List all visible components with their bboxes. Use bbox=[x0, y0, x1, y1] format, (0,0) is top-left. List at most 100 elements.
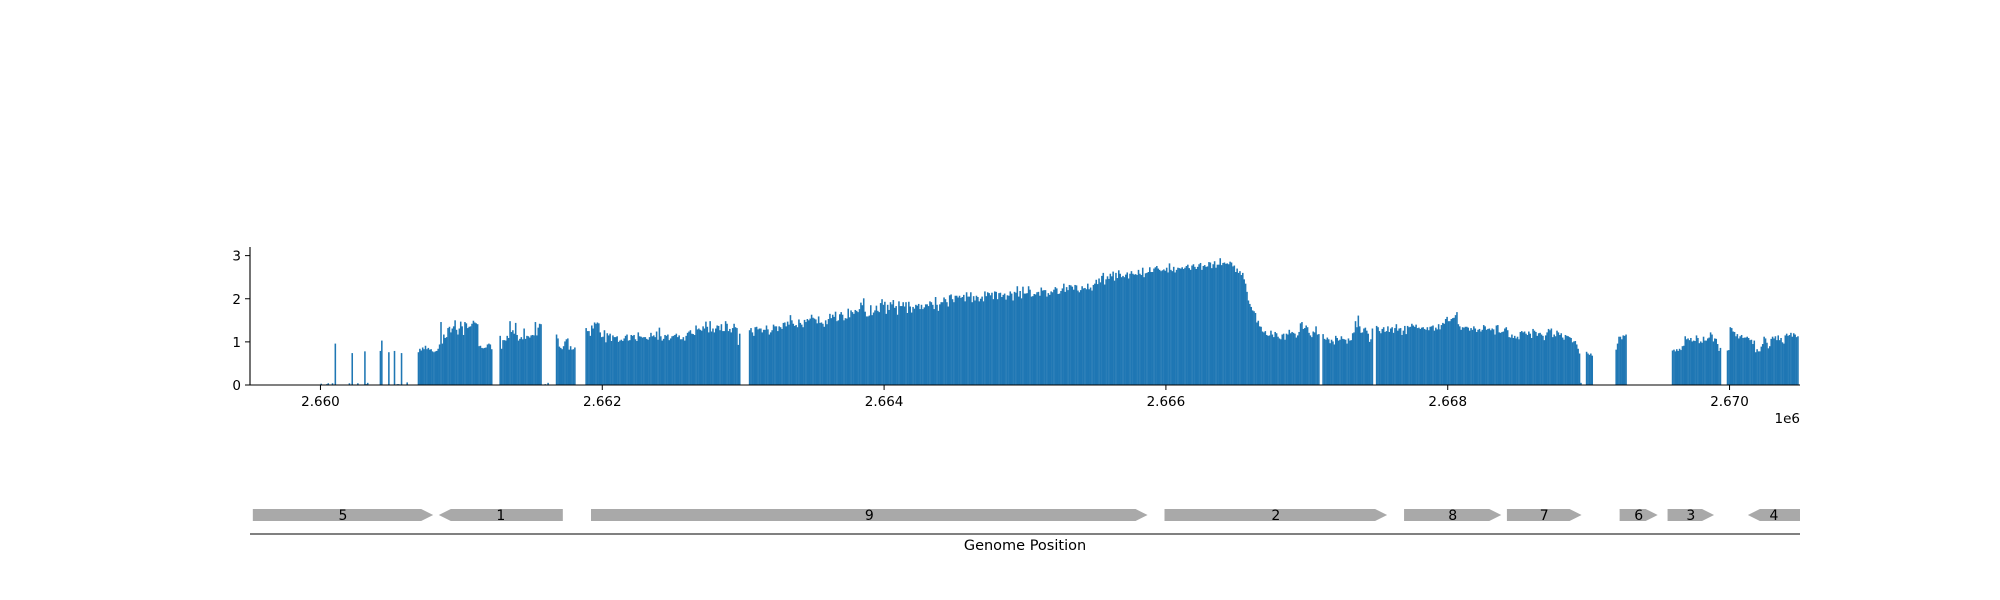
coverage-bar bbox=[1549, 330, 1551, 385]
coverage-bar bbox=[1287, 334, 1289, 385]
coverage-bar bbox=[513, 333, 516, 385]
coverage-bar bbox=[1711, 334, 1713, 385]
gene-arrow bbox=[1619, 509, 1658, 521]
coverage-bar bbox=[620, 339, 623, 385]
coverage-bar bbox=[510, 331, 513, 385]
coverage-bar bbox=[947, 306, 950, 385]
coverage-bar bbox=[572, 349, 575, 385]
coverage-bar bbox=[644, 337, 647, 385]
coverage-bar bbox=[1015, 292, 1017, 385]
coverage-bar bbox=[605, 342, 607, 385]
coverage-bar bbox=[364, 351, 366, 385]
coverage-bar bbox=[1447, 321, 1450, 385]
coverage-bar bbox=[1034, 294, 1037, 385]
coverage-bar bbox=[647, 339, 649, 385]
coverage-bar bbox=[1109, 273, 1112, 385]
coverage-bar bbox=[1027, 286, 1030, 385]
coverage-bar bbox=[638, 336, 641, 385]
coverage-bar bbox=[767, 329, 769, 385]
coverage-bar bbox=[796, 327, 799, 385]
coverage-bar bbox=[984, 291, 986, 385]
coverage-bar bbox=[971, 302, 974, 385]
coverage-bar bbox=[1172, 266, 1175, 385]
coverage-bar bbox=[1495, 325, 1498, 385]
coverage-bar bbox=[1559, 334, 1561, 385]
coverage-bar bbox=[1747, 337, 1750, 385]
coverage-bar bbox=[781, 328, 783, 385]
coverage-bar bbox=[675, 333, 678, 385]
coverage-bar bbox=[1433, 330, 1436, 385]
x-axis-offset-label: 1e6 bbox=[1775, 411, 1800, 427]
coverage-bar bbox=[764, 329, 766, 385]
coverage-bar bbox=[802, 327, 804, 385]
coverage-bar bbox=[1177, 267, 1179, 385]
coverage-bar bbox=[1161, 270, 1164, 385]
coverage-bar bbox=[1299, 323, 1302, 385]
coverage-bar bbox=[1094, 283, 1096, 385]
coverage-bar bbox=[1497, 325, 1499, 385]
coverage-bar bbox=[1701, 342, 1703, 385]
coverage-bar bbox=[1771, 336, 1774, 385]
coverage-bar bbox=[1347, 338, 1350, 385]
coverage-bar bbox=[972, 296, 975, 385]
coverage-bar bbox=[1067, 290, 1069, 386]
coverage-bar bbox=[500, 348, 503, 385]
coverage-bar bbox=[427, 347, 430, 385]
coverage-bar bbox=[1625, 334, 1627, 385]
coverage-bar bbox=[1784, 335, 1787, 385]
coverage-bar bbox=[565, 339, 568, 385]
coverage-bar bbox=[1516, 336, 1519, 385]
coverage-bar bbox=[678, 335, 680, 385]
coverage-bar bbox=[1133, 274, 1136, 385]
coverage-bar bbox=[834, 311, 837, 385]
coverage-bar bbox=[1108, 278, 1110, 385]
coverage-bar bbox=[1304, 328, 1306, 385]
coverage-bar bbox=[637, 332, 640, 385]
x-tick-label: 2.662 bbox=[583, 394, 622, 410]
coverage-bar bbox=[1330, 339, 1333, 385]
coverage-bar bbox=[1760, 346, 1763, 385]
coverage-bar bbox=[1346, 343, 1348, 385]
coverage-bar bbox=[1522, 332, 1524, 385]
coverage-bar bbox=[1079, 290, 1082, 386]
coverage-bar bbox=[882, 304, 885, 385]
coverage-bar bbox=[505, 340, 507, 385]
coverage-bar bbox=[521, 339, 524, 385]
coverage-bar bbox=[824, 320, 827, 385]
coverage-bar bbox=[820, 322, 823, 385]
coverage-bar bbox=[1529, 333, 1532, 385]
coverage-bar bbox=[1281, 334, 1284, 385]
coverage-bar bbox=[1756, 349, 1758, 385]
coverage-bar bbox=[985, 296, 988, 385]
coverage-bar bbox=[757, 329, 759, 385]
gene-label: 2 bbox=[1271, 508, 1280, 524]
coverage-bar bbox=[658, 327, 661, 385]
coverage-bar bbox=[1505, 327, 1508, 385]
coverage-bar bbox=[1081, 286, 1083, 385]
coverage-bar bbox=[1683, 345, 1685, 385]
coverage-bar bbox=[889, 302, 892, 385]
coverage-bar bbox=[1411, 323, 1413, 385]
coverage-bar bbox=[830, 318, 833, 385]
coverage-bar bbox=[753, 335, 755, 385]
coverage-bar bbox=[768, 334, 771, 385]
coverage-bar bbox=[1332, 341, 1334, 385]
x-tick-label: 2.666 bbox=[1147, 394, 1186, 410]
coverage-bar bbox=[851, 312, 854, 385]
coverage-bar bbox=[902, 302, 904, 385]
coverage-bar bbox=[598, 323, 600, 385]
coverage-bar bbox=[651, 336, 654, 385]
coverage-bar bbox=[963, 294, 965, 385]
coverage-bar bbox=[1416, 328, 1419, 385]
coverage-bar bbox=[784, 322, 786, 385]
coverage-bar bbox=[731, 328, 734, 385]
coverage-bar bbox=[1170, 269, 1172, 385]
coverage-bar bbox=[589, 335, 592, 385]
coverage-bar bbox=[1761, 344, 1764, 385]
coverage-bar bbox=[1739, 336, 1741, 385]
coverage-bar bbox=[893, 307, 896, 385]
coverage-bar bbox=[1473, 326, 1475, 385]
coverage-bar bbox=[1216, 264, 1219, 385]
y-axis-ticks: 0 1 2 3 bbox=[232, 249, 250, 394]
coverage-bar bbox=[977, 297, 979, 385]
